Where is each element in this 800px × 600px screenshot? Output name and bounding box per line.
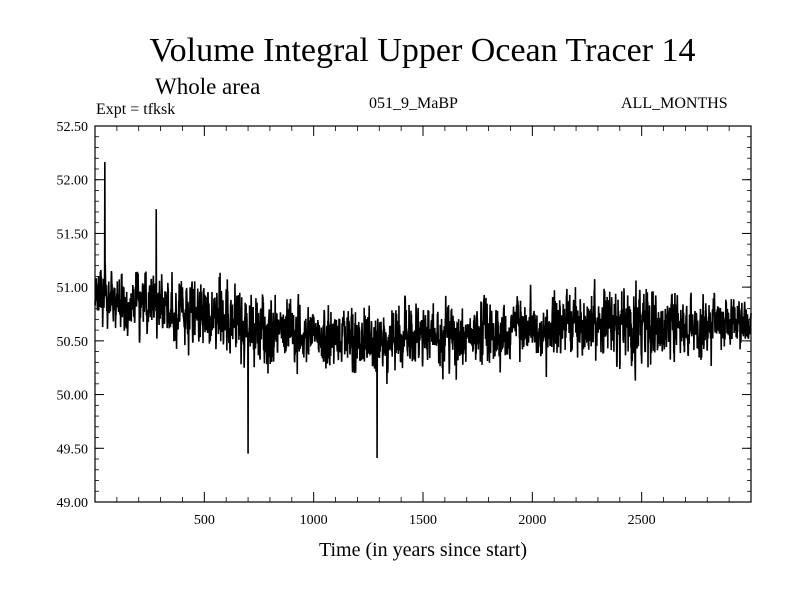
x-tick-label: 1500 <box>409 513 437 528</box>
y-tick-label: 52.00 <box>57 174 89 189</box>
x-axis-label: Time (in years since start) <box>319 539 527 561</box>
run-label: 051_9_MaBP <box>369 95 458 112</box>
series-line <box>94 161 752 458</box>
y-tick-label: 51.50 <box>57 227 89 242</box>
x-tick-label: 2000 <box>518 513 546 528</box>
y-tick-label: 51.00 <box>57 281 89 296</box>
x-tick-label: 500 <box>194 513 215 528</box>
y-tick-label: 50.50 <box>57 335 89 350</box>
period-label: ALL_MONTHS <box>621 95 728 112</box>
y-tick-label: 49.50 <box>57 442 89 457</box>
y-tick-label: 49.00 <box>57 496 89 511</box>
y-tick-label: 52.50 <box>57 120 89 135</box>
x-tick-label: 1000 <box>300 513 328 528</box>
chart-subtitle: Whole area <box>155 74 261 99</box>
y-tick-label: 50.00 <box>57 389 89 404</box>
experiment-label: Expt = tfksk <box>96 101 176 118</box>
x-tick-label: 2500 <box>628 513 656 528</box>
chart-title: Volume Integral Upper Ocean Tracer 14 <box>149 32 696 69</box>
